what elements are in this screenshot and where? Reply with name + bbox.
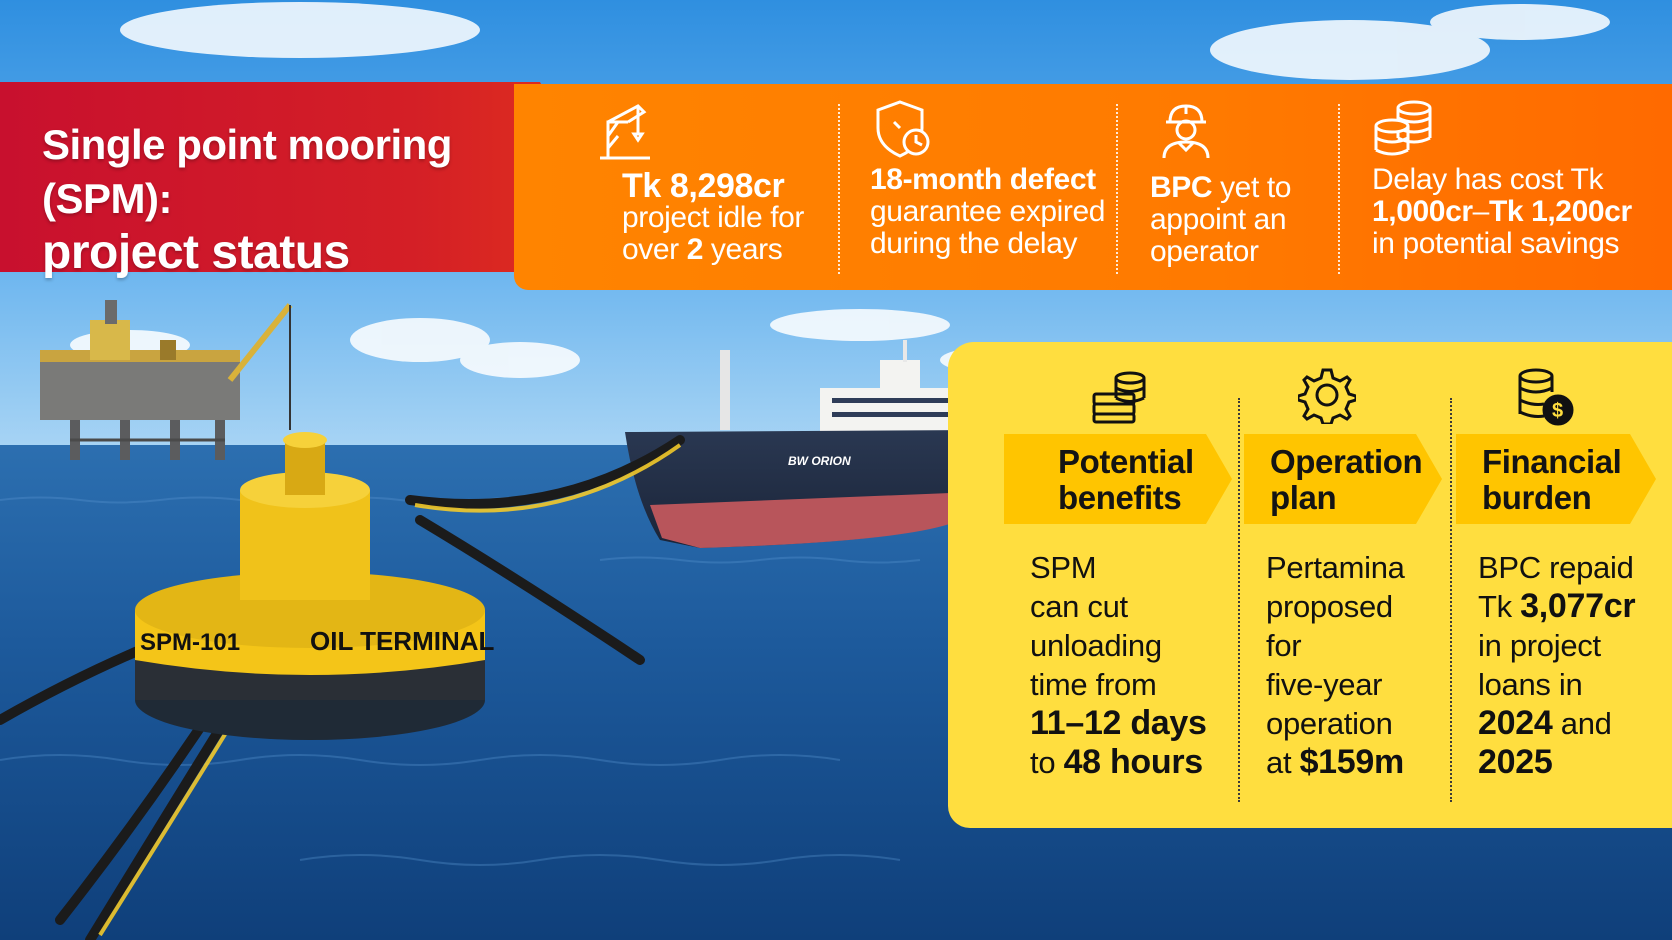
- ship-name-label: BW ORION: [788, 454, 851, 468]
- heading-financial-burden: Financial burden: [1482, 443, 1622, 516]
- stat-guarantee: 18-month defect guarantee expired during…: [870, 164, 1105, 260]
- stat-operator-text-3: operator: [1150, 235, 1259, 268]
- stat-divider-1: [838, 104, 840, 274]
- buoy-label-right: OIL TERMINAL: [310, 626, 495, 656]
- stat-operator: BPC yet to appoint an operator: [1150, 172, 1291, 268]
- stat-savings-text-3: in potential savings: [1372, 227, 1620, 260]
- gear-icon: [1298, 368, 1356, 424]
- panel-divider-2: [1450, 398, 1452, 802]
- svg-text:$: $: [1552, 400, 1563, 422]
- stat-idle-text-1: project idle for: [622, 201, 805, 234]
- title-line-2: project status: [42, 226, 350, 279]
- crane-icon: [600, 104, 650, 160]
- stat-idle-cost: Tk 8,298cr project idle for over 2 years: [622, 167, 805, 266]
- tag-operation-plan: [1244, 434, 1442, 524]
- shield-clock-icon: [876, 100, 930, 158]
- heading-operation-plan: Operation plan: [1270, 443, 1423, 516]
- operation-text: Pertamina proposed for five-year operati…: [1266, 550, 1405, 781]
- money-stack-icon: [1092, 371, 1146, 424]
- page-title: Single point mooring (SPM): project stat…: [42, 118, 542, 280]
- stat-savings-text-2: 1,000cr–Tk 1,200cr: [1372, 195, 1632, 228]
- stat-guarantee-heading: 18-month defect: [870, 163, 1096, 196]
- stat-idle-amount: Tk 8,298cr: [622, 167, 785, 205]
- stat-operator-text-1: BPC yet to: [1150, 171, 1292, 204]
- stat-guarantee-text-1: guarantee expired: [870, 195, 1106, 228]
- tag-potential-benefits: [1004, 434, 1232, 524]
- stat-divider-2: [1116, 104, 1118, 274]
- stat-savings: Delay has cost Tk 1,000cr–Tk 1,200cr in …: [1372, 164, 1632, 260]
- stat-savings-text-1: Delay has cost Tk: [1372, 163, 1604, 196]
- coins-icon: [1374, 100, 1432, 156]
- spm-buoy: SPM-101 OIL TERMINAL: [135, 432, 495, 740]
- stat-operator-text-2: appoint an: [1150, 203, 1287, 236]
- title-line-1: Single point mooring (SPM):: [42, 121, 452, 222]
- buoy-label-left: SPM-101: [140, 629, 240, 656]
- stat-divider-3: [1338, 104, 1340, 274]
- benefits-text: SPM can cut unloading time from 11–12 da…: [1030, 550, 1207, 781]
- heading-potential-benefits: Potential benefits: [1058, 443, 1194, 516]
- stats-banner: [514, 84, 1672, 290]
- title-banner: [0, 82, 590, 272]
- tag-financial-burden: [1456, 434, 1656, 524]
- worker-icon: [1162, 104, 1210, 159]
- burden-text: BPC repaid Tk 3,077cr in project loans i…: [1478, 550, 1636, 781]
- dollar-coins-icon: $: [1518, 368, 1574, 426]
- stat-idle-text-2: over 2 years: [622, 233, 783, 266]
- stat-guarantee-text-2: during the delay: [870, 227, 1078, 260]
- oil-platform: [40, 300, 293, 460]
- panel-divider-1: [1238, 398, 1240, 802]
